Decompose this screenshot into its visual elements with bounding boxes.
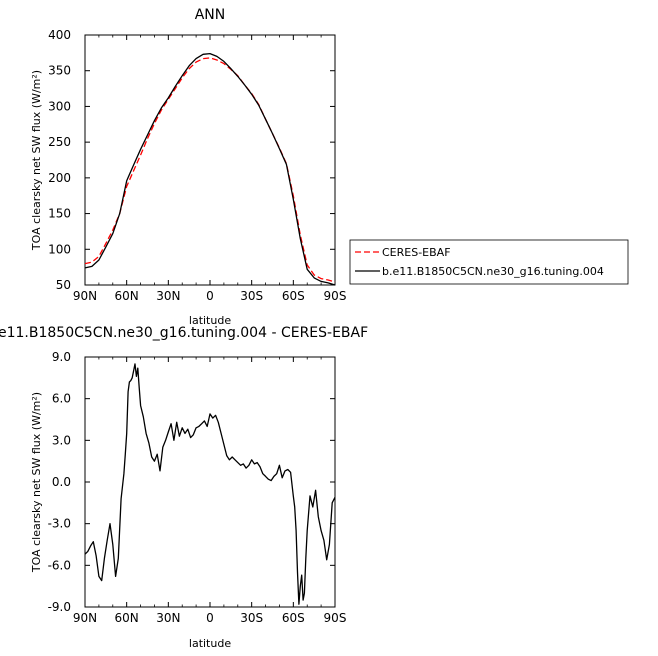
- y-tick-label: -3.0: [48, 517, 71, 531]
- y-tick-label: 300: [48, 99, 71, 113]
- x-tick-label: 0: [206, 289, 214, 303]
- x-tick-label: 0: [206, 611, 214, 625]
- x-tick-label: 60N: [115, 289, 139, 303]
- y-tick-label: 100: [48, 242, 71, 256]
- legend: CERES-EBAF b.e11.B1850C5CN.ne30_g16.tuni…: [349, 239, 629, 285]
- legend-box: [349, 239, 629, 285]
- difference-series-line: [84, 363, 336, 605]
- x-tick-label: 60N: [115, 611, 139, 625]
- b-e11-b1850c5cn-ne30-g16-tuning-004-series-line: [84, 52, 336, 286]
- top-series-lines: [84, 52, 336, 286]
- x-tick-label: 90N: [73, 611, 97, 625]
- legend-model-label: b.e11.B1850C5CN.ne30_g16.tuning.004: [382, 265, 604, 278]
- y-tick-label: 0.0: [52, 475, 71, 489]
- top-y-axis-label: TOA clearsky net SW flux (W/m²): [30, 70, 43, 251]
- x-tick-label: 30N: [156, 289, 180, 303]
- bottom-tick-labels: 90N 60N 30N 0 30S 60S 90S -9.0 -6.0 -3.0 0.0 3.0 6.0…: [48, 350, 347, 625]
- top-chart-title: ANN: [195, 7, 226, 23]
- y-tick-label: 6.0: [52, 392, 71, 406]
- top-plot-frame: [84, 34, 336, 286]
- x-tick-label: 60S: [282, 289, 305, 303]
- y-tick-label: 3.0: [52, 433, 71, 447]
- legend-ceres-label: CERES-EBAF: [382, 246, 451, 259]
- y-tick-label: 200: [48, 171, 71, 185]
- ceres-ebaf-series-line: [84, 57, 336, 283]
- top-panel: ANN 90N 60N 30N 0 30S 60S 90S 50 100 150 200 250 300…: [30, 7, 346, 327]
- top-tick-labels: 90N 60N 30N 0 30S 60S 90S 50 100 150 200 250 300 350 4…: [48, 28, 346, 303]
- x-tick-label: 90N: [73, 289, 97, 303]
- bottom-tick-marks: [84, 356, 336, 608]
- x-tick-label: 30N: [156, 611, 180, 625]
- y-tick-label: 9.0: [52, 350, 71, 364]
- bottom-x-axis-label: latitude: [189, 637, 231, 650]
- y-tick-label: 350: [48, 64, 71, 78]
- y-tick-label: 150: [48, 207, 71, 221]
- bottom-panel: e11.B1850C5CN.ne30_g16.tuning.004 - CERE…: [0, 325, 368, 650]
- y-tick-label: 400: [48, 28, 71, 42]
- x-tick-label: 30S: [240, 289, 263, 303]
- x-tick-label: 90S: [324, 289, 347, 303]
- x-tick-label: 90S: [324, 611, 347, 625]
- x-tick-label: 30S: [240, 611, 263, 625]
- bottom-chart-title: e11.B1850C5CN.ne30_g16.tuning.004 - CERE…: [0, 325, 368, 341]
- y-tick-label: -6.0: [48, 558, 71, 572]
- y-tick-label: 50: [56, 278, 71, 292]
- y-tick-label: -9.0: [48, 600, 71, 614]
- top-x-axis-label: latitude: [189, 314, 231, 327]
- x-tick-label: 60S: [282, 611, 305, 625]
- top-tick-marks: [84, 34, 336, 286]
- bottom-y-axis-label: TOA clearsky net SW flux (W/m²): [30, 392, 43, 573]
- y-tick-label: 250: [48, 135, 71, 149]
- bottom-series-lines: [84, 363, 336, 605]
